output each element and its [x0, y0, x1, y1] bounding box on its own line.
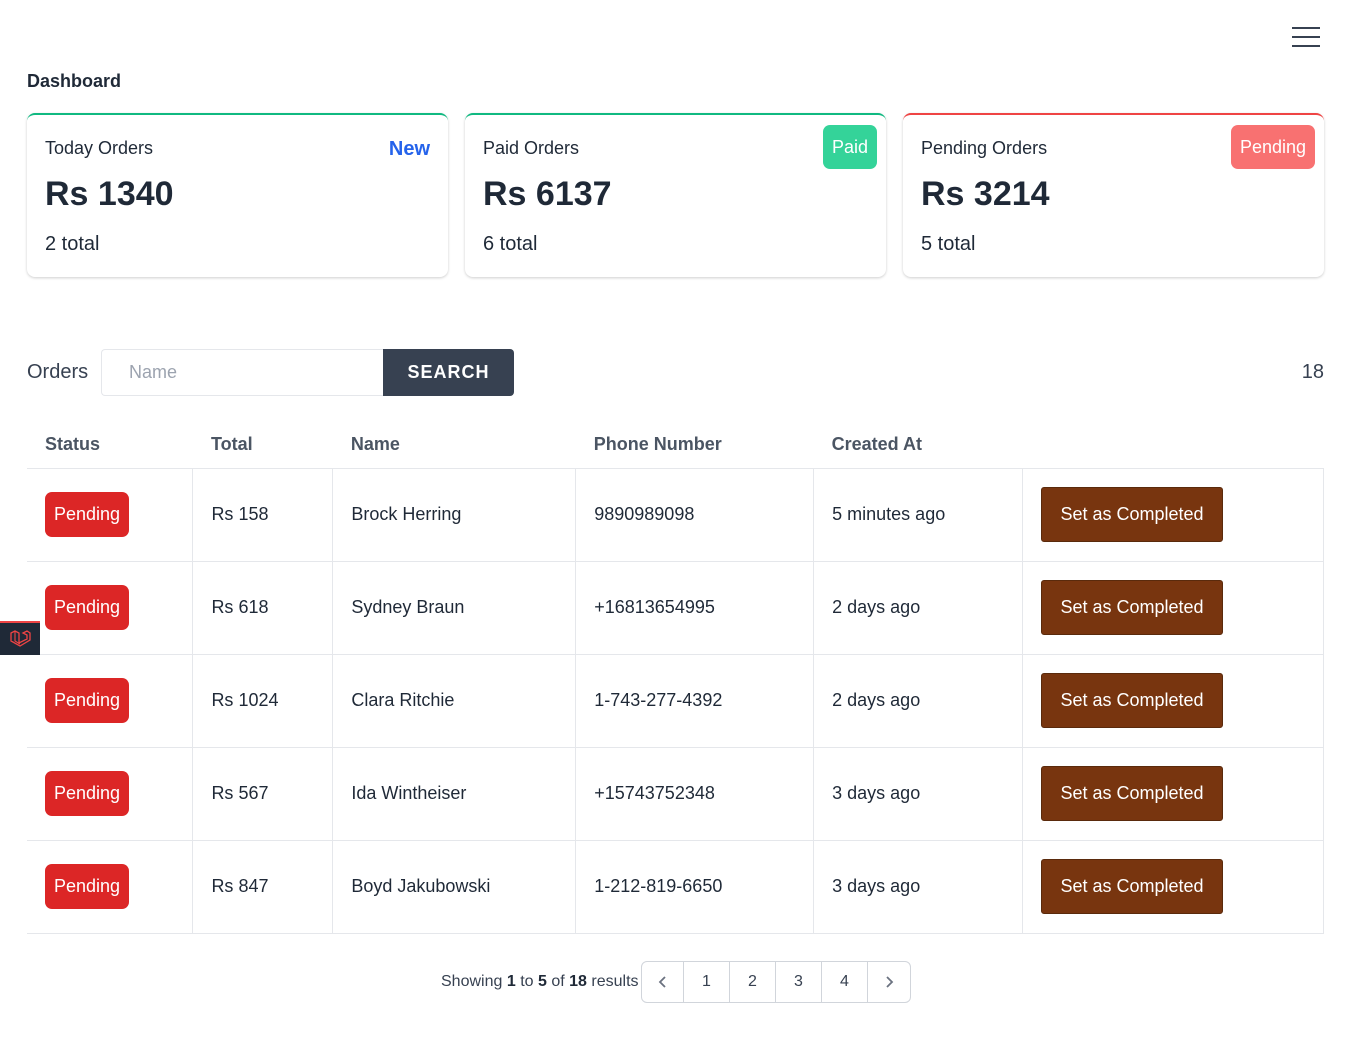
status-badge: Pending — [45, 585, 130, 630]
hamburger-menu-icon[interactable] — [1290, 25, 1322, 49]
action-cell: Set as Completed — [1022, 467, 1324, 562]
status-cell: Pending — [27, 560, 194, 655]
name-cell: Clara Ritchie — [332, 653, 577, 748]
table-row: Pending Rs 618 Sydney Braun +16813654995… — [27, 560, 1324, 655]
total-cell: Rs 618 — [192, 560, 334, 655]
card-amount: Rs 3214 — [921, 175, 1050, 213]
set-completed-button[interactable]: Set as Completed — [1041, 673, 1224, 728]
card-amount: Rs 6137 — [483, 175, 612, 213]
menu-line — [1292, 27, 1320, 29]
orders-count: 18 — [1301, 361, 1324, 383]
action-cell: Set as Completed — [1022, 560, 1324, 655]
set-completed-button[interactable]: Set as Completed — [1041, 766, 1224, 821]
name-cell: Sydney Braun — [332, 560, 577, 655]
column-header-created: Created At — [831, 434, 922, 455]
card-total: 5 total — [921, 233, 976, 255]
card-total: 6 total — [483, 233, 538, 255]
action-cell: Set as Completed — [1022, 746, 1324, 841]
today-orders-card: Today Orders New Rs 1340 2 total — [27, 113, 448, 277]
range-to: 5 — [537, 973, 547, 990]
status-badge: Pending — [45, 771, 130, 816]
page-title: Dashboard — [27, 71, 122, 91]
card-label: Today Orders — [45, 138, 154, 158]
menu-line — [1292, 36, 1320, 38]
phone-cell: +15743752348 — [575, 746, 815, 841]
status-badge: Pending — [45, 864, 130, 909]
phone-cell: +16813654995 — [575, 560, 815, 655]
total-cell: Rs 567 — [192, 746, 334, 841]
paid-badge: Paid — [822, 125, 877, 169]
phone-cell: 1-743-277-4392 — [575, 653, 815, 748]
showing-text: Showing — [441, 973, 503, 990]
chevron-left-icon — [658, 976, 666, 988]
table-row: Pending Rs 1024 Clara Ritchie 1-743-277-… — [27, 653, 1324, 748]
paid-orders-card: Paid Orders Paid Rs 6137 6 total — [465, 113, 886, 277]
pending-orders-card: Pending Orders Pending Rs 3214 5 total — [903, 113, 1324, 277]
name-cell: Ida Wintheiser — [332, 746, 577, 841]
pending-badge: Pending — [1230, 125, 1315, 169]
table-row: Pending Rs 847 Boyd Jakubowski 1-212-819… — [27, 839, 1324, 934]
results-total: 18 — [569, 973, 587, 990]
card-amount: Rs 1340 — [45, 175, 174, 213]
set-completed-button[interactable]: Set as Completed — [1041, 859, 1224, 914]
total-cell: Rs 847 — [192, 839, 334, 934]
range-from: 1 — [506, 973, 516, 990]
results-text: results — [591, 973, 639, 990]
status-cell: Pending — [27, 746, 194, 841]
column-header-phone: Phone Number — [593, 434, 722, 455]
to-text: to — [520, 973, 534, 990]
search-input[interactable] — [101, 349, 384, 396]
column-header-name: Name — [350, 434, 400, 455]
page-button-1[interactable]: 1 — [684, 962, 730, 1002]
pagination-info: Showing 1 to 5 of 18 results — [441, 973, 639, 991]
pagination: 1 2 3 4 — [641, 961, 911, 1003]
laravel-logo-icon — [10, 630, 31, 647]
column-header-status: Status — [45, 434, 101, 455]
total-cell: Rs 1024 — [192, 653, 334, 748]
next-page-button[interactable] — [868, 962, 910, 1002]
table-row: Pending Rs 158 Brock Herring 9890989098 … — [27, 467, 1324, 562]
set-completed-button[interactable]: Set as Completed — [1041, 487, 1224, 542]
card-total: 2 total — [45, 233, 100, 255]
name-cell: Boyd Jakubowski — [332, 839, 577, 934]
status-badge: Pending — [45, 678, 130, 723]
status-cell: Pending — [27, 653, 194, 748]
debugbar-toggle[interactable] — [0, 621, 40, 655]
created-cell: 2 days ago — [813, 653, 1024, 748]
column-header-action — [1023, 422, 1324, 468]
name-cell: Brock Herring — [332, 467, 577, 562]
table-row: Pending Rs 567 Ida Wintheiser +157437523… — [27, 746, 1324, 841]
created-cell: 3 days ago — [813, 746, 1024, 841]
table-header-row: Status Total Name Phone Number Created A… — [27, 422, 1324, 468]
status-badge: Pending — [45, 492, 130, 537]
created-cell: 3 days ago — [813, 839, 1024, 934]
page-button-4[interactable]: 4 — [822, 962, 868, 1002]
total-cell: Rs 158 — [192, 467, 334, 562]
chevron-right-icon — [886, 976, 894, 988]
orders-table: Status Total Name Phone Number Created A… — [27, 422, 1324, 934]
page-button-3[interactable]: 3 — [776, 962, 822, 1002]
set-completed-button[interactable]: Set as Completed — [1041, 580, 1224, 635]
created-cell: 5 minutes ago — [813, 467, 1024, 562]
page-button-2[interactable]: 2 — [730, 962, 776, 1002]
phone-cell: 9890989098 — [575, 467, 815, 562]
card-label: Pending Orders — [921, 138, 1048, 158]
action-cell: Set as Completed — [1022, 653, 1324, 748]
phone-cell: 1-212-819-6650 — [575, 839, 815, 934]
of-text: of — [551, 973, 565, 990]
menu-line — [1292, 45, 1320, 47]
status-cell: Pending — [27, 839, 194, 934]
created-cell: 2 days ago — [813, 560, 1024, 655]
search-button[interactable]: SEARCH — [383, 349, 514, 396]
status-cell: Pending — [27, 467, 194, 562]
previous-page-button[interactable] — [642, 962, 684, 1002]
action-cell: Set as Completed — [1022, 839, 1324, 934]
column-header-total: Total — [210, 434, 253, 455]
new-badge: New — [388, 138, 430, 160]
card-label: Paid Orders — [483, 138, 580, 158]
orders-label: Orders — [27, 361, 89, 383]
